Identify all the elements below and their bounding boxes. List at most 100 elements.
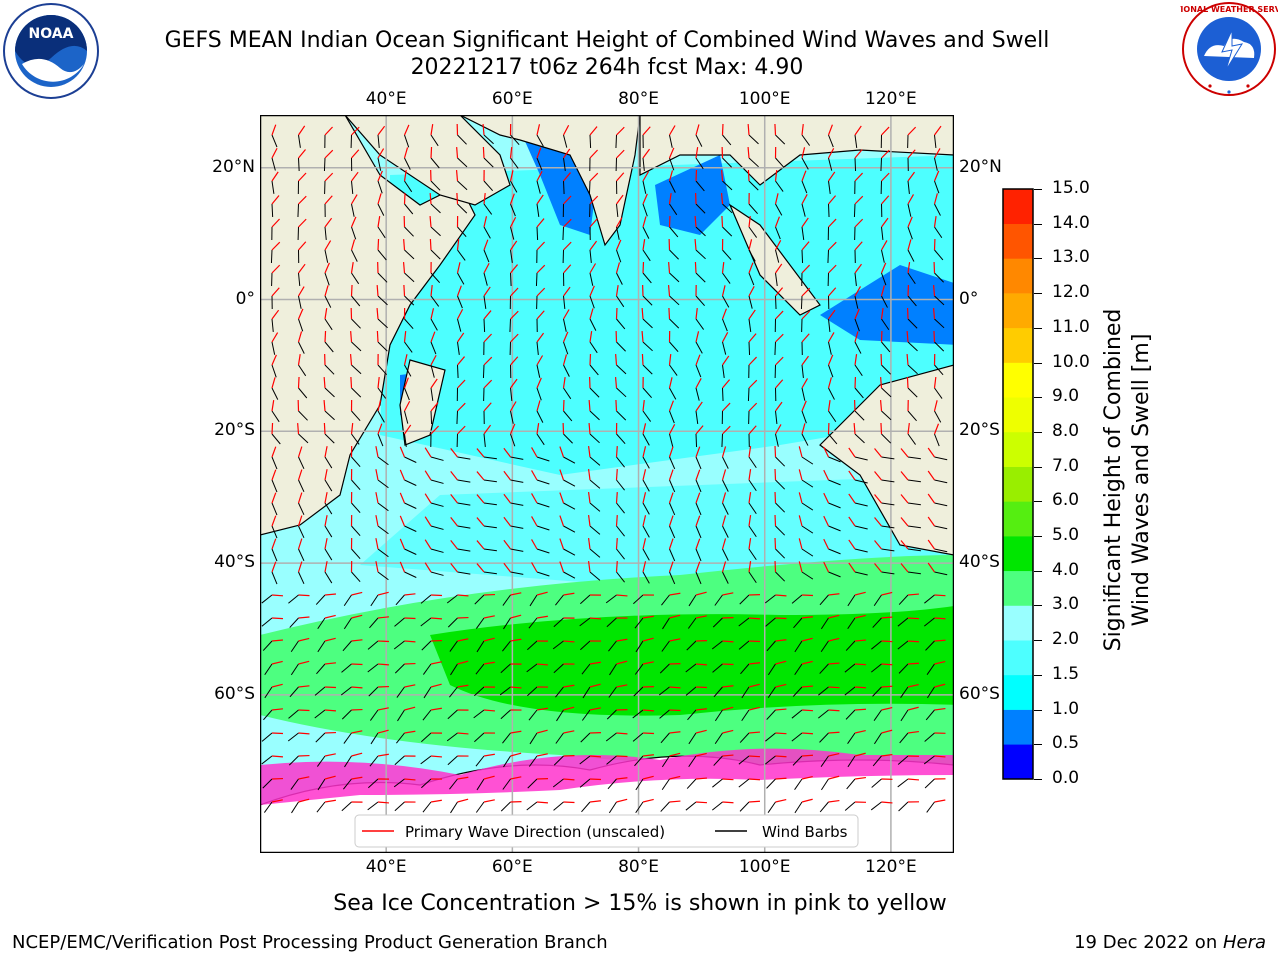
wave-arrow <box>616 149 625 159</box>
wave-arrow <box>324 515 328 527</box>
wind-barb <box>713 755 723 766</box>
wave-arrow <box>828 614 840 619</box>
wave-arrow <box>509 193 515 205</box>
wind-barb <box>555 686 564 698</box>
wind-barb <box>907 226 913 240</box>
wave-arrow <box>934 639 946 642</box>
wave-arrow <box>615 399 618 412</box>
wind-barb <box>404 571 417 578</box>
wave-arrow <box>695 538 701 550</box>
wave-arrow <box>900 563 909 573</box>
colorbar-tick-label: 6.0 <box>1052 490 1080 511</box>
wind-barb <box>934 525 948 530</box>
wave-arrow <box>271 147 278 159</box>
wave-arrow <box>483 615 495 619</box>
wave-arrow <box>721 308 727 320</box>
wave-arrow <box>298 637 310 642</box>
wave-arrow <box>641 330 644 343</box>
wind-barb <box>844 801 856 811</box>
wind-barb <box>377 341 388 352</box>
wave-arrow <box>642 492 647 504</box>
wave-arrow <box>695 591 707 596</box>
wind-barb <box>264 686 273 699</box>
wave-arrow <box>854 241 863 251</box>
wave-arrow <box>324 775 336 780</box>
wind-barb <box>456 410 458 425</box>
wave-arrow <box>933 400 938 412</box>
wind-barb <box>536 180 541 194</box>
wind-barb <box>510 410 514 424</box>
colorbar-box <box>1003 570 1033 606</box>
wave-arrow <box>934 660 946 665</box>
wave-arrow <box>271 660 283 665</box>
wind-barb <box>404 456 417 463</box>
wave-height-map: Primary Wave Direction (unscaled) Wind B… <box>260 115 954 853</box>
wind-barb <box>482 364 485 379</box>
wave-arrow <box>722 355 730 366</box>
wind-barb <box>934 295 945 306</box>
wave-arrow <box>430 354 437 366</box>
wave-arrow <box>271 732 284 735</box>
wind-barb <box>316 663 326 675</box>
wave-arrow <box>324 308 328 320</box>
wave-arrow <box>798 515 803 527</box>
wind-barb <box>872 755 882 767</box>
wave-arrow <box>668 561 674 573</box>
wave-arrow <box>559 561 565 573</box>
wind-barb <box>660 732 670 744</box>
wave-arrow <box>828 637 840 642</box>
wind-barb <box>483 272 488 286</box>
wave-arrow <box>404 640 416 643</box>
wave-arrow <box>271 799 283 803</box>
wind-barb <box>317 640 326 653</box>
wave-arrow <box>588 399 591 412</box>
wind-barb <box>404 157 411 170</box>
wind-barb <box>553 663 564 674</box>
wave-arrow <box>695 663 708 666</box>
wave-arrow <box>927 470 935 481</box>
wind-barb <box>801 410 807 424</box>
wind-barb <box>801 433 809 446</box>
wind-barb <box>589 387 600 398</box>
wave-arrow <box>615 239 622 251</box>
wind-barb <box>634 663 644 675</box>
wind-barb <box>298 157 300 172</box>
wind-barb <box>430 134 439 147</box>
wind-barb <box>271 571 278 585</box>
wave-arrow <box>827 377 832 389</box>
wave-arrow <box>854 663 867 666</box>
wind-barb <box>370 732 379 745</box>
wind-barb <box>377 134 380 148</box>
wind-barb <box>775 479 786 490</box>
wave-arrow <box>483 192 486 205</box>
wind-barb <box>580 640 591 651</box>
wave-arrow <box>854 591 866 596</box>
wind-barb <box>423 686 432 699</box>
wind-barb <box>642 180 647 194</box>
wind-barb <box>907 548 921 552</box>
wave-arrow <box>457 425 466 435</box>
wave-arrow <box>271 195 280 205</box>
wind-barb <box>801 571 814 580</box>
wave-arrow <box>874 517 882 527</box>
wind-barb <box>748 226 758 238</box>
wind-barb <box>775 433 779 447</box>
wave-arrow <box>457 776 469 780</box>
tick-label: 20°S <box>214 420 255 441</box>
wind-barb <box>748 203 758 215</box>
wind-barb <box>343 732 352 744</box>
wave-arrow <box>721 446 727 458</box>
wind-barb <box>828 479 841 486</box>
wave-arrow <box>722 685 734 688</box>
wave-arrow <box>722 379 731 389</box>
wind-barb <box>897 755 909 765</box>
wave-arrow <box>536 400 541 412</box>
wind-barb <box>552 640 564 650</box>
wave-arrow <box>536 663 549 666</box>
colorbar-tick-mark <box>1034 466 1042 468</box>
wave-arrow <box>642 615 654 619</box>
wave-arrow <box>324 469 328 481</box>
wave-arrow <box>430 378 438 389</box>
wave-arrow <box>722 640 734 643</box>
wind-barb <box>794 801 803 814</box>
